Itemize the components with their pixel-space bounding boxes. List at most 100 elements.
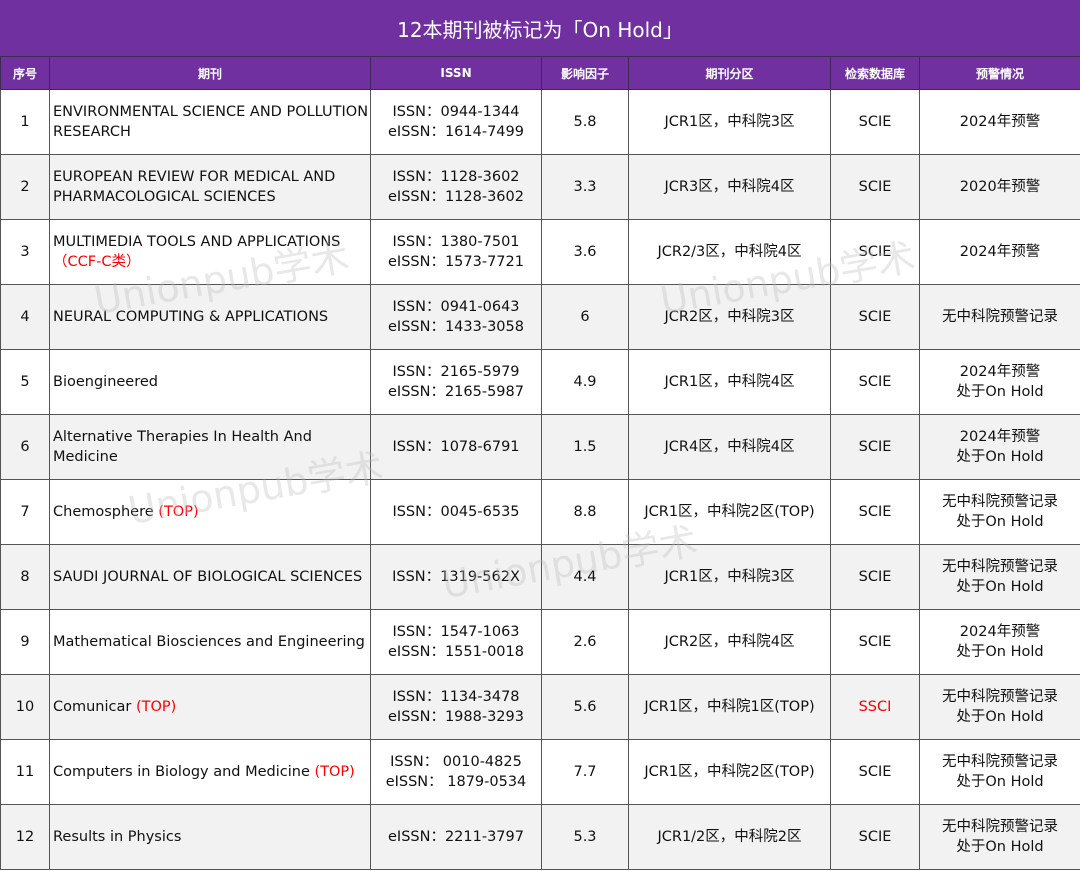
impact-factor: 5.8	[541, 89, 629, 155]
warning-status: 无中科院预警记录	[942, 494, 1058, 510]
journal-cell: EUROPEAN REVIEW FOR MEDICAL AND PHARMACO…	[49, 154, 371, 220]
journal-zone: JCR1区，中科院4区	[628, 349, 831, 415]
journal-cell: Chemosphere (TOP)	[49, 479, 371, 545]
journal-cell: MULTIMEDIA TOOLS AND APPLICATIONS （CCF-C…	[49, 219, 371, 285]
issn-cell: ISSN：2165-5979 eISSN：2165-5987	[370, 349, 542, 415]
warning-status: 2024年预警	[959, 364, 1041, 380]
row-number: 1	[0, 89, 50, 155]
journal-zone: JCR2/3区，中科院4区	[628, 219, 831, 285]
database: SCIE	[830, 89, 920, 155]
row-number: 5	[0, 349, 50, 415]
eissn-value: eISSN：1433-3058	[388, 319, 524, 335]
issn-value: ISSN：1547-1063	[392, 624, 520, 640]
warning-cell: 2020年预警	[919, 154, 1080, 220]
database: SCIE	[830, 479, 920, 545]
on-hold-status: 处于On Hold	[956, 514, 1044, 530]
row-number: 6	[0, 414, 50, 480]
issn-cell: ISSN：0045-6535	[370, 479, 542, 545]
impact-factor: 6	[541, 284, 629, 350]
table-row: 3 MULTIMEDIA TOOLS AND APPLICATIONS （CCF-…	[0, 219, 1080, 285]
table-row: 11 Computers in Biology and Medicine (TOP…	[0, 739, 1080, 805]
journal-table: 序号 期刊 ISSN 影响因子 期刊分区 检索数据库 预警情况 1 ENVIRON…	[0, 56, 1080, 870]
warning-status: 无中科院预警记录	[942, 819, 1058, 835]
journal-cell: Bioengineered	[49, 349, 371, 415]
journal-tag: (TOP)	[314, 764, 355, 780]
issn-cell: ISSN： 0010-4825 eISSN： 1879-0534	[370, 739, 542, 805]
page-title: 12本期刊被标记为「On Hold」	[0, 0, 1080, 56]
database: SCIE	[830, 804, 920, 870]
eissn-value: eISSN：1573-7721	[388, 254, 524, 270]
row-number: 10	[0, 674, 50, 740]
warning-cell: 无中科院预警记录 处于On Hold	[919, 479, 1080, 545]
issn-cell: ISSN：1128-3602 eISSN：1128-3602	[370, 154, 542, 220]
warning-status: 2020年预警	[959, 179, 1041, 195]
impact-factor: 3.3	[541, 154, 629, 220]
impact-factor: 4.4	[541, 544, 629, 610]
impact-factor: 5.6	[541, 674, 629, 740]
row-number: 12	[0, 804, 50, 870]
warning-status: 2024年预警	[959, 244, 1041, 260]
impact-factor: 3.6	[541, 219, 629, 285]
issn-value: ISSN：0944-1344	[392, 104, 520, 120]
database: SCIE	[830, 349, 920, 415]
journal-zone: JCR1区，中科院2区(TOP)	[628, 479, 831, 545]
table-row: 4 NEURAL COMPUTING & APPLICATIONS ISSN：094…	[0, 284, 1080, 350]
issn-value: ISSN：1078-6791	[392, 439, 520, 455]
header-impact-factor: 影响因子	[541, 56, 629, 90]
journal-cell: Computers in Biology and Medicine (TOP)	[49, 739, 371, 805]
issn-value: ISSN：1128-3602	[392, 169, 520, 185]
impact-factor: 8.8	[541, 479, 629, 545]
journal-cell: SAUDI JOURNAL OF BIOLOGICAL SCIENCES	[49, 544, 371, 610]
journal-name: Mathematical Biosciences and Engineering	[53, 634, 365, 650]
issn-cell: ISSN：0944-1344 eISSN：1614-7499	[370, 89, 542, 155]
on-hold-status: 处于On Hold	[956, 384, 1044, 400]
header-warning: 预警情况	[919, 56, 1080, 90]
warning-status: 无中科院预警记录	[942, 754, 1058, 770]
journal-cell: Results in Physics	[49, 804, 371, 870]
table-row: 2 EUROPEAN REVIEW FOR MEDICAL AND PHARMAC…	[0, 154, 1080, 220]
warning-cell: 无中科院预警记录 处于On Hold	[919, 739, 1080, 805]
eissn-value: eISSN：2211-3797	[388, 829, 524, 845]
journal-name: Chemosphere	[53, 504, 154, 520]
issn-cell: ISSN：1078-6791	[370, 414, 542, 480]
warning-status: 无中科院预警记录	[942, 309, 1058, 325]
issn-cell: eISSN：2211-3797	[370, 804, 542, 870]
journal-name: Results in Physics	[53, 829, 182, 845]
warning-cell: 2024年预警 处于On Hold	[919, 609, 1080, 675]
issn-cell: ISSN：1547-1063 eISSN：1551-0018	[370, 609, 542, 675]
on-hold-status: 处于On Hold	[956, 709, 1044, 725]
row-number: 3	[0, 219, 50, 285]
impact-factor: 5.3	[541, 804, 629, 870]
warning-status: 2024年预警	[959, 624, 1041, 640]
issn-value: ISSN：1319-562X	[392, 569, 520, 585]
warning-cell: 2024年预警 处于On Hold	[919, 414, 1080, 480]
header-zone: 期刊分区	[628, 56, 831, 90]
journal-name: NEURAL COMPUTING & APPLICATIONS	[53, 309, 329, 325]
row-number: 7	[0, 479, 50, 545]
journal-zone: JCR4区，中科院4区	[628, 414, 831, 480]
table-row: 1 ENVIRONMENTAL SCIENCE AND POLLUTION RES…	[0, 89, 1080, 155]
warning-cell: 无中科院预警记录 处于On Hold	[919, 804, 1080, 870]
issn-value: ISSN：0941-0643	[392, 299, 520, 315]
warning-cell: 无中科院预警记录 处于On Hold	[919, 544, 1080, 610]
journal-tag: (TOP)	[158, 504, 199, 520]
issn-cell: ISSN：1319-562X	[370, 544, 542, 610]
issn-cell: ISSN：1134-3478 eISSN：1988-3293	[370, 674, 542, 740]
eissn-value: eISSN：2165-5987	[388, 384, 524, 400]
warning-cell: 无中科院预警记录	[919, 284, 1080, 350]
journal-zone: JCR1区，中科院1区(TOP)	[628, 674, 831, 740]
issn-value: ISSN：1380-7501	[392, 234, 520, 250]
journal-zone: JCR2区，中科院3区	[628, 284, 831, 350]
table-row: 8 SAUDI JOURNAL OF BIOLOGICAL SCIENCES ISS…	[0, 544, 1080, 610]
warning-cell: 2024年预警 处于On Hold	[919, 349, 1080, 415]
impact-factor: 2.6	[541, 609, 629, 675]
on-hold-status: 处于On Hold	[956, 839, 1044, 855]
journal-name: Computers in Biology and Medicine	[53, 764, 310, 780]
on-hold-status: 处于On Hold	[956, 774, 1044, 790]
header-no: 序号	[0, 56, 50, 90]
warning-cell: 无中科院预警记录 处于On Hold	[919, 674, 1080, 740]
journal-name: Comunicar	[53, 699, 132, 715]
database: SCIE	[830, 739, 920, 805]
journal-name: MULTIMEDIA TOOLS AND APPLICATIONS	[53, 234, 341, 250]
database: SCIE	[830, 544, 920, 610]
